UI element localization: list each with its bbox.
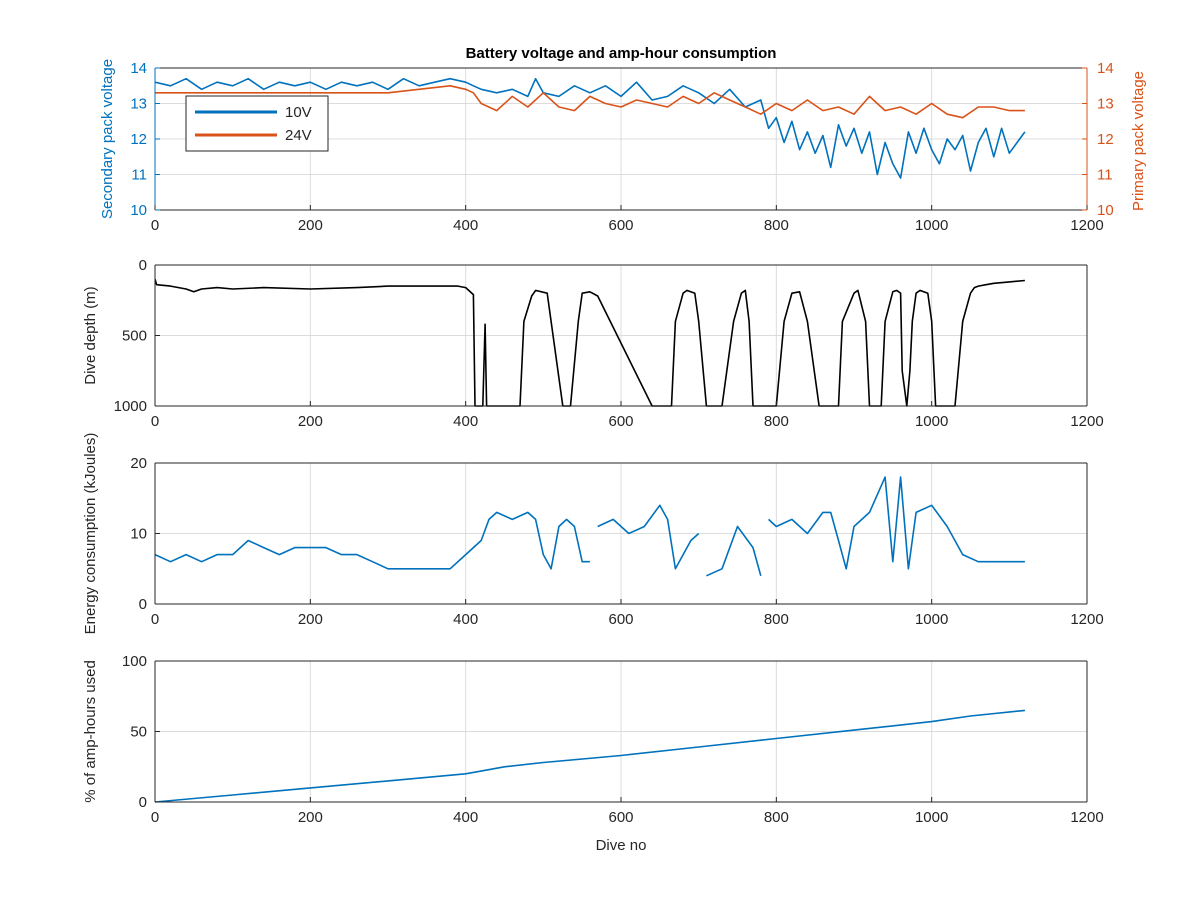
series-line-1-segment-3 <box>706 525 762 577</box>
x-axis-label: Dive no <box>596 837 647 854</box>
x-tick-label: 0 <box>151 809 159 826</box>
x-tick-label: 0 <box>151 413 159 430</box>
x-tick-label: 0 <box>151 217 159 234</box>
y-tick-label: 100 <box>122 653 147 670</box>
y-tick-label: 14 <box>130 60 147 77</box>
y-tick-label: 10 <box>130 526 147 543</box>
x-tick-label: 1000 <box>915 413 948 430</box>
y-tick-label: 10 <box>130 202 147 219</box>
x-tick-label: 1200 <box>1070 611 1103 628</box>
x-tick-label: 600 <box>608 611 633 628</box>
x-tick-label: 600 <box>608 217 633 234</box>
y-tick-label: 11 <box>131 167 147 184</box>
y-tick-label-right: 12 <box>1097 131 1114 148</box>
x-tick-label: 400 <box>453 217 478 234</box>
x-tick-label: 600 <box>608 809 633 826</box>
x-tick-label: 0 <box>151 611 159 628</box>
figure-title: Battery voltage and amp-hour consumption <box>466 45 777 62</box>
y-tick-label: 0 <box>139 257 147 274</box>
panel-1: 0 200 400 600 800 1000 12001011121314101112131… <box>99 59 1147 234</box>
x-tick-label: 200 <box>298 809 323 826</box>
y-axis-label-right: Primary pack voltage <box>1130 71 1147 211</box>
legend-label-10v: 10V <box>285 104 312 121</box>
y-axis-label: Energy consumption (kJoules) <box>82 433 99 635</box>
x-tick-label: 800 <box>764 217 789 234</box>
series-line-1-segment-2 <box>597 504 700 570</box>
series-line-24v <box>155 85 1025 119</box>
x-tick-label: 200 <box>298 611 323 628</box>
y-tick-label: 20 <box>130 455 147 472</box>
series-line-1-segment-4 <box>768 476 1025 570</box>
x-tick-label: 1000 <box>915 611 948 628</box>
y-tick-label-right: 14 <box>1097 60 1114 77</box>
legend-label-24v: 24V <box>285 127 312 144</box>
x-tick-label: 800 <box>764 611 789 628</box>
x-tick-label: 400 <box>453 611 478 628</box>
y-tick-label: 13 <box>130 96 147 113</box>
panel-4: 0 200 400 600 800 1000 1200 0 50 100 % of amp-hour… <box>82 653 1104 854</box>
y-tick-label-right: 11 <box>1097 167 1113 184</box>
series-line-1-segment-1 <box>155 511 590 570</box>
series-group <box>155 77 1026 179</box>
x-tick-label: 800 <box>764 809 789 826</box>
y-tick-label-right: 13 <box>1097 96 1114 113</box>
y-tick-label: 1000 <box>114 398 147 415</box>
x-tick-label: 1200 <box>1070 809 1103 826</box>
x-tick-label: 600 <box>608 413 633 430</box>
x-tick-label: 1000 <box>915 809 948 826</box>
y-tick-label: 500 <box>122 328 147 345</box>
y-tick-label: 12 <box>130 131 147 148</box>
series-line-1 <box>155 709 1025 803</box>
y-axis-label: Dive depth (m) <box>82 286 99 384</box>
x-tick-label: 800 <box>764 413 789 430</box>
x-tick-label: 400 <box>453 413 478 430</box>
y-tick-label-right: 10 <box>1097 202 1114 219</box>
panel-2: 0 200 400 600 800 1000 1200 0 500 1000 Dive depth … <box>82 257 1104 430</box>
x-tick-label: 1200 <box>1070 413 1103 430</box>
series-group <box>155 476 1025 577</box>
x-tick-label: 200 <box>298 217 323 234</box>
y-axis-label: % of amp-hours used <box>82 660 99 803</box>
y-axis-label: Secondary pack voltage <box>99 59 116 219</box>
y-tick-label: 0 <box>139 596 147 613</box>
y-tick-label: 50 <box>130 724 147 741</box>
legend-box <box>185 95 329 152</box>
x-tick-label: 200 <box>298 413 323 430</box>
x-tick-label: 1200 <box>1070 217 1103 234</box>
x-tick-label: 400 <box>453 809 478 826</box>
x-tick-label: 1000 <box>915 217 948 234</box>
y-tick-label: 0 <box>139 794 147 811</box>
series-group <box>155 709 1025 803</box>
panel-3: 0 200 400 600 800 1000 1200 0 10 20 Energy consump… <box>82 433 1104 635</box>
